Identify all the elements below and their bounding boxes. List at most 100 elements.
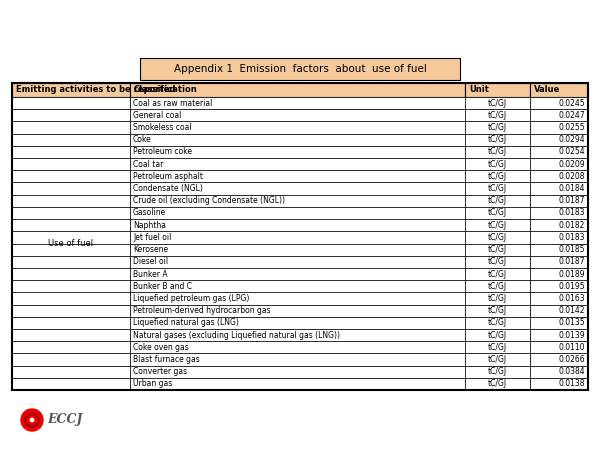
Text: 0.0208: 0.0208 — [559, 172, 585, 181]
Text: Naphtha: Naphtha — [133, 220, 166, 230]
Bar — [130, 146, 465, 158]
Circle shape — [21, 409, 43, 431]
Bar — [12, 146, 130, 158]
Text: Petroleum coke: Petroleum coke — [133, 148, 192, 157]
Bar — [530, 83, 588, 97]
Bar — [130, 268, 465, 280]
Text: Petroleum asphalt: Petroleum asphalt — [133, 172, 203, 181]
Bar — [530, 219, 588, 231]
Bar — [130, 122, 465, 134]
Bar — [465, 97, 530, 109]
Bar — [130, 256, 465, 268]
Bar — [465, 329, 530, 341]
Bar — [530, 280, 588, 292]
Text: 0.0135: 0.0135 — [559, 318, 585, 327]
Text: tC/GJ: tC/GJ — [488, 318, 507, 327]
Bar — [465, 280, 530, 292]
Bar — [465, 268, 530, 280]
Bar — [12, 305, 130, 317]
Bar — [530, 134, 588, 146]
Bar — [130, 280, 465, 292]
Bar — [465, 219, 530, 231]
Text: ECCJ: ECCJ — [47, 414, 82, 427]
Text: Natural gases (excluding Liquefied natural gas (LNG)): Natural gases (excluding Liquefied natur… — [133, 331, 340, 340]
Bar — [465, 134, 530, 146]
Bar — [465, 305, 530, 317]
Text: tC/GJ: tC/GJ — [488, 160, 507, 169]
Bar — [130, 305, 465, 317]
Bar — [530, 268, 588, 280]
Bar — [12, 158, 130, 170]
Bar — [12, 256, 130, 268]
Bar — [530, 182, 588, 195]
Text: Petroleum-derived hydrocarbon gas: Petroleum-derived hydrocarbon gas — [133, 306, 271, 315]
Bar — [130, 195, 465, 207]
Text: 0.0184: 0.0184 — [559, 184, 585, 193]
Bar — [12, 122, 130, 134]
Text: Blast furnace gas: Blast furnace gas — [133, 355, 200, 364]
Bar — [530, 109, 588, 122]
Text: tC/GJ: tC/GJ — [488, 220, 507, 230]
Text: tC/GJ: tC/GJ — [488, 367, 507, 376]
Bar — [140, 58, 460, 80]
Bar — [465, 231, 530, 243]
Bar — [12, 231, 130, 243]
Text: Coke oven gas: Coke oven gas — [133, 343, 189, 352]
Text: 0.0142: 0.0142 — [559, 306, 585, 315]
Text: Jet fuel oil: Jet fuel oil — [133, 233, 172, 242]
Text: tC/GJ: tC/GJ — [488, 306, 507, 315]
Bar — [130, 231, 465, 243]
Bar — [130, 109, 465, 122]
Text: 0.0183: 0.0183 — [559, 208, 585, 217]
Text: 0.0266: 0.0266 — [559, 355, 585, 364]
Text: 0.0182: 0.0182 — [559, 220, 585, 230]
Bar — [130, 97, 465, 109]
Bar — [465, 158, 530, 170]
Text: Appendix 1  Emission  factors  about  use of fuel: Appendix 1 Emission factors about use of… — [173, 64, 427, 74]
Text: tC/GJ: tC/GJ — [488, 99, 507, 108]
Text: Smokeless coal: Smokeless coal — [133, 123, 191, 132]
Bar — [530, 378, 588, 390]
Text: tC/GJ: tC/GJ — [488, 184, 507, 193]
Bar — [465, 182, 530, 195]
Bar — [465, 83, 530, 97]
Bar — [130, 353, 465, 365]
Bar — [530, 329, 588, 341]
Text: Liquefied natural gas (LNG): Liquefied natural gas (LNG) — [133, 318, 239, 327]
Text: tC/GJ: tC/GJ — [488, 343, 507, 352]
Text: tC/GJ: tC/GJ — [488, 331, 507, 340]
Bar — [12, 219, 130, 231]
Text: 0.0209: 0.0209 — [559, 160, 585, 169]
Text: tC/GJ: tC/GJ — [488, 172, 507, 181]
Bar — [130, 219, 465, 231]
Text: 0.0187: 0.0187 — [559, 257, 585, 266]
Bar — [12, 207, 130, 219]
Bar — [530, 231, 588, 243]
Bar — [12, 292, 130, 305]
Bar — [530, 292, 588, 305]
Bar — [130, 365, 465, 378]
Text: tC/GJ: tC/GJ — [488, 294, 507, 303]
Text: 0.0195: 0.0195 — [559, 282, 585, 291]
Text: 0.0110: 0.0110 — [559, 343, 585, 352]
Text: tC/GJ: tC/GJ — [488, 282, 507, 291]
Bar — [530, 243, 588, 256]
Bar — [12, 195, 130, 207]
Text: tC/GJ: tC/GJ — [488, 208, 507, 217]
Bar — [530, 207, 588, 219]
Bar — [130, 292, 465, 305]
Bar — [465, 109, 530, 122]
Bar — [530, 158, 588, 170]
Bar — [12, 329, 130, 341]
Text: 0.0183: 0.0183 — [559, 233, 585, 242]
Text: Classification: Classification — [134, 86, 198, 94]
Bar — [530, 365, 588, 378]
Bar — [130, 341, 465, 353]
Bar — [530, 170, 588, 182]
Text: 0.0187: 0.0187 — [559, 196, 585, 205]
Text: Value: Value — [534, 86, 560, 94]
Bar — [465, 195, 530, 207]
Text: 0.0247: 0.0247 — [559, 111, 585, 120]
Bar — [130, 243, 465, 256]
Bar — [465, 365, 530, 378]
